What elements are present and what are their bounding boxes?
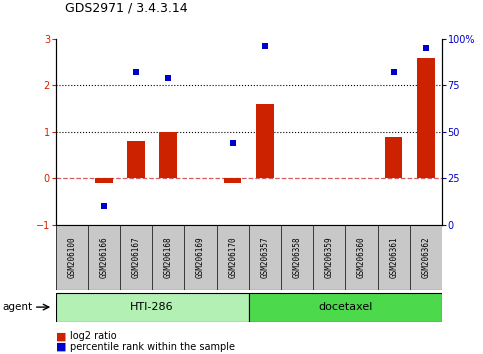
Bar <box>56 293 249 321</box>
Bar <box>159 132 177 178</box>
Text: GSM206166: GSM206166 <box>99 237 108 278</box>
Text: GSM206168: GSM206168 <box>164 237 173 278</box>
Text: GSM206100: GSM206100 <box>67 237 76 278</box>
Text: GSM206357: GSM206357 <box>260 237 270 278</box>
Bar <box>127 141 145 178</box>
Bar <box>417 57 435 178</box>
Bar <box>256 104 274 178</box>
Text: GSM206169: GSM206169 <box>196 237 205 278</box>
Text: GSM206362: GSM206362 <box>421 237 430 278</box>
Text: GDS2971 / 3.4.3.14: GDS2971 / 3.4.3.14 <box>65 1 188 14</box>
Text: log2 ratio: log2 ratio <box>70 331 117 341</box>
Text: docetaxel: docetaxel <box>318 302 372 312</box>
Text: GSM206360: GSM206360 <box>357 237 366 278</box>
Bar <box>224 178 242 183</box>
Text: ■: ■ <box>56 331 66 341</box>
Text: GSM206361: GSM206361 <box>389 237 398 278</box>
Text: GSM206359: GSM206359 <box>325 237 334 278</box>
Text: ■: ■ <box>56 342 66 352</box>
Text: GSM206167: GSM206167 <box>131 237 141 278</box>
Text: HTI-286: HTI-286 <box>130 302 174 312</box>
Text: GSM206358: GSM206358 <box>293 237 301 278</box>
Text: percentile rank within the sample: percentile rank within the sample <box>70 342 235 352</box>
Text: agent: agent <box>2 302 32 312</box>
Text: GSM206170: GSM206170 <box>228 237 237 278</box>
Bar <box>249 293 442 321</box>
Bar <box>385 137 402 178</box>
Bar <box>95 178 113 183</box>
